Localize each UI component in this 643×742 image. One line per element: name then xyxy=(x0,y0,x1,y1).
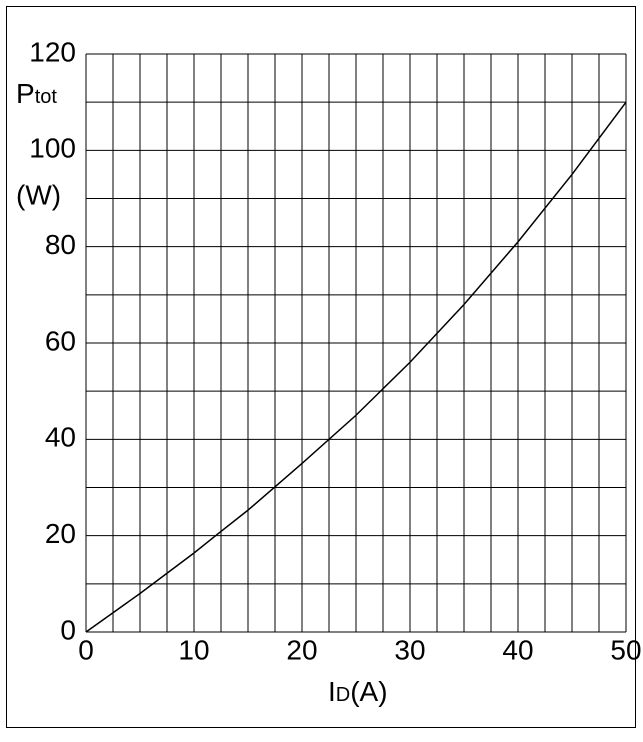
x-axis-label: ID(A) xyxy=(328,676,388,707)
x-label-symbol: I xyxy=(328,676,336,707)
y-tick-label: 80 xyxy=(45,229,76,260)
x-tick-label: 40 xyxy=(502,634,533,665)
frame xyxy=(6,6,636,728)
y-tick-label: 0 xyxy=(60,614,76,645)
y-axis-unit: (W) xyxy=(16,179,61,210)
x-label-subscript: D xyxy=(336,684,350,706)
y-tick-label: 40 xyxy=(45,422,76,453)
y-axis-label: Ptot xyxy=(16,78,57,109)
x-tick-label: 0 xyxy=(78,634,94,665)
x-tick-label: 10 xyxy=(178,634,209,665)
y-tick-label: 120 xyxy=(29,36,76,67)
y-tick-label: 20 xyxy=(45,518,76,549)
y-label-symbol: P xyxy=(16,78,35,109)
x-tick-label: 20 xyxy=(286,634,317,665)
x-tick-label: 30 xyxy=(394,634,425,665)
y-label-subscript: tot xyxy=(35,86,58,108)
data-line xyxy=(85,101,627,633)
y-tick-label: 60 xyxy=(45,325,76,356)
y-tick-label: 100 xyxy=(29,133,76,164)
x-tick-label: 50 xyxy=(610,634,641,665)
x-label-unit: (A) xyxy=(350,676,387,707)
